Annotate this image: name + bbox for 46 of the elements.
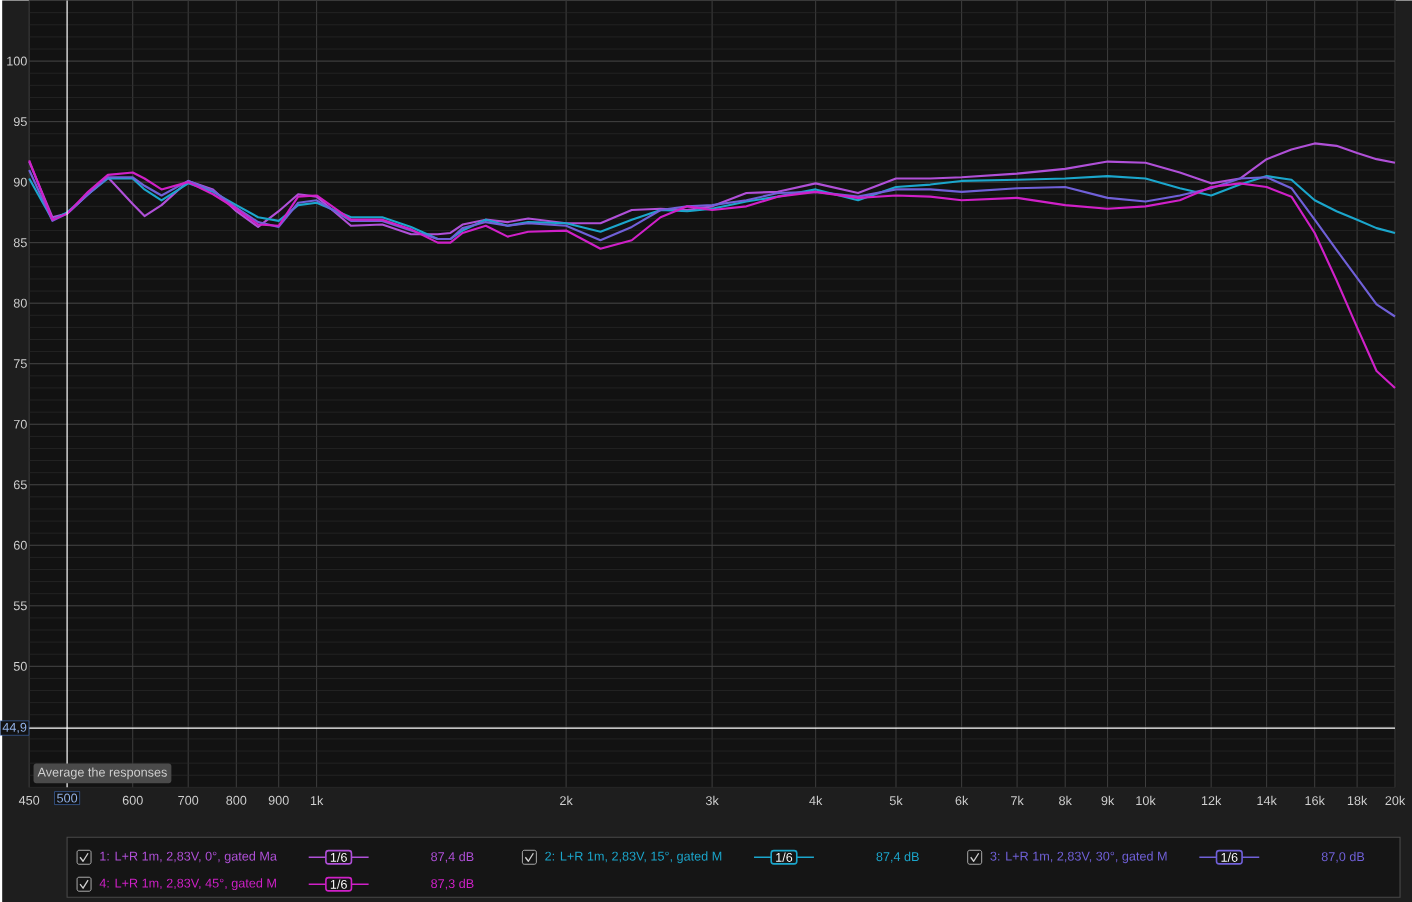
y-tick-label: 70 <box>13 419 27 429</box>
text: 2: L+R 1m, 2,83V, 15°, gated M <box>545 851 722 864</box>
x-tick-label: 12k <box>1201 795 1222 805</box>
x-tick-label: 8k <box>1059 795 1072 806</box>
y-tick-label: 95 <box>13 117 27 127</box>
x-tick-label: 20k <box>1385 795 1406 806</box>
x-tick-label: 2k <box>560 795 573 805</box>
x-tick-label: 1k <box>310 795 324 805</box>
x-tick-label: 800 <box>226 795 247 805</box>
y-tick-label: 90 <box>13 177 27 187</box>
y-tick-label: 60 <box>13 540 27 550</box>
text: 1/6 <box>330 852 347 862</box>
y-tick-label: 85 <box>13 238 27 248</box>
ref-line-label: 44,9 <box>2 722 27 734</box>
text: 3: L+R 1m, 2,83V, 30°, gated M <box>990 851 1167 864</box>
y-tick-label: 65 <box>13 480 27 490</box>
x-tick-label: 14k <box>1257 795 1277 805</box>
x-tick-label: 10k <box>1136 795 1156 806</box>
x-tick-label: 16k <box>1305 795 1325 806</box>
text: 87,4 dB <box>431 851 474 863</box>
x-tick-label: 5k <box>889 795 903 806</box>
text: 1/6 <box>330 879 347 889</box>
text: 1: L+R 1m, 2,83V, 0°, gated Ma <box>100 851 277 864</box>
annotation: Average the responses <box>37 767 167 780</box>
text: 1/6 <box>776 852 793 862</box>
text: 1/6 <box>1221 852 1238 862</box>
ref-line-label: 500 <box>57 793 78 803</box>
y-tick-label: 100 <box>7 56 27 66</box>
x-tick-label: 3k <box>705 795 719 806</box>
x-tick-label: 600 <box>122 795 143 805</box>
x-tick-label: 4k <box>809 795 823 805</box>
x-tick-label: 700 <box>178 795 199 805</box>
y-tick-label: 75 <box>13 359 27 369</box>
text: 87,4 dB <box>876 851 919 863</box>
x-tick-label: 7k <box>1011 795 1024 805</box>
x-tick-label: 18k <box>1347 795 1368 806</box>
x-tick-label: 450 <box>18 795 40 805</box>
y-tick-label: 55 <box>13 601 27 611</box>
x-tick-label: 6k <box>955 795 969 806</box>
text: 4: L+R 1m, 2,83V, 45°, gated M <box>99 878 276 891</box>
text: 87,0 dB <box>1321 851 1365 863</box>
y-tick-label: 50 <box>13 661 27 671</box>
x-tick-label: 9k <box>1101 795 1115 806</box>
x-tick-label: 900 <box>268 795 289 805</box>
y-tick-label: 80 <box>13 298 27 308</box>
text: 87,3 dB <box>431 878 474 890</box>
